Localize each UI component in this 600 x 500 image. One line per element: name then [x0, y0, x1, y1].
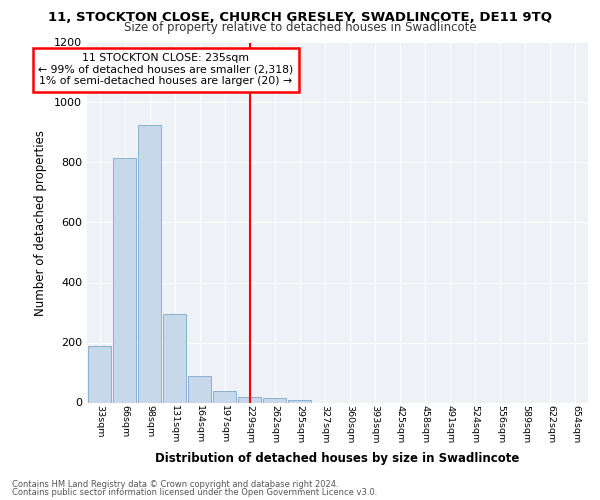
Text: Size of property relative to detached houses in Swadlincote: Size of property relative to detached ho…	[124, 22, 476, 35]
Text: Contains HM Land Registry data © Crown copyright and database right 2024.: Contains HM Land Registry data © Crown c…	[12, 480, 338, 489]
Bar	[188, 376, 211, 402]
Bar	[88, 346, 111, 403]
Bar	[213, 390, 236, 402]
Text: 11, STOCKTON CLOSE, CHURCH GRESLEY, SWADLINCOTE, DE11 9TQ: 11, STOCKTON CLOSE, CHURCH GRESLEY, SWAD…	[48, 11, 552, 24]
Text: 11 STOCKTON CLOSE: 235sqm
← 99% of detached houses are smaller (2,318)
1% of sem: 11 STOCKTON CLOSE: 235sqm ← 99% of detac…	[38, 54, 293, 86]
Bar	[289, 400, 311, 402]
Bar	[163, 314, 186, 402]
Bar	[113, 158, 136, 402]
Bar	[263, 398, 286, 402]
Bar	[138, 125, 161, 402]
X-axis label: Distribution of detached houses by size in Swadlincote: Distribution of detached houses by size …	[155, 452, 520, 465]
Text: Contains public sector information licensed under the Open Government Licence v3: Contains public sector information licen…	[12, 488, 377, 497]
Y-axis label: Number of detached properties: Number of detached properties	[34, 130, 47, 316]
Bar	[238, 396, 262, 402]
